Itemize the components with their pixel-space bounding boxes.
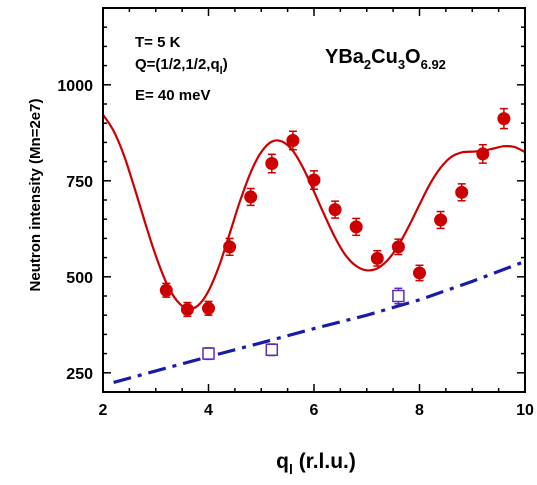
formula-part: 2 — [364, 57, 371, 72]
formula-part: Cu — [371, 46, 398, 68]
data-point — [455, 183, 469, 202]
annotation-temperature: T= 5 K — [135, 34, 181, 51]
filled-circle-marker — [370, 251, 384, 265]
y-tick-label: 750 — [66, 174, 93, 191]
filled-circle-marker — [307, 173, 321, 187]
background-point — [202, 347, 215, 361]
formula-part: O — [405, 46, 421, 68]
filled-circle-marker — [328, 203, 342, 217]
data-point — [223, 237, 237, 257]
y-tick-label: 1000 — [57, 78, 93, 95]
data-point — [328, 200, 342, 219]
plot-frame — [102, 7, 526, 393]
x-axis-label: ql (r.l.u.) — [276, 450, 356, 477]
filled-circle-marker — [455, 185, 469, 199]
data-point — [370, 249, 384, 267]
open-square-marker — [392, 289, 405, 303]
fit-curve — [102, 114, 526, 311]
filled-circle-marker — [349, 220, 363, 234]
data-point — [202, 300, 215, 316]
filled-circle-marker — [497, 112, 511, 126]
formula-part: 3 — [398, 57, 405, 72]
filled-circle-marker — [413, 266, 426, 280]
y-tick-label: 500 — [66, 270, 93, 287]
annotation-q: Q=(1/2,1/2,ql) — [135, 56, 228, 77]
formula-part: YBa — [325, 46, 365, 68]
data-points — [159, 107, 511, 361]
data-point — [349, 217, 363, 237]
filled-circle-marker — [434, 213, 448, 227]
background-line — [113, 259, 526, 384]
x-tick-label: 8 — [415, 402, 424, 419]
filled-circle-marker — [223, 240, 237, 254]
x-tick-label: 10 — [516, 402, 534, 419]
background-point — [265, 343, 279, 357]
data-point — [476, 143, 490, 164]
annotation-energy: E= 40 meV — [135, 87, 210, 104]
fit-curve-path — [102, 114, 526, 311]
filled-circle-marker — [265, 157, 279, 171]
data-point — [265, 153, 279, 174]
x-tick-label: 6 — [310, 402, 319, 419]
data-point — [307, 170, 321, 190]
filled-circle-marker — [202, 301, 215, 315]
filled-circle-marker — [286, 133, 300, 147]
data-point — [180, 301, 194, 318]
data-point — [434, 210, 448, 230]
data-point — [159, 282, 173, 298]
x-tick-label: 2 — [99, 402, 108, 419]
data-point — [391, 238, 405, 256]
formula-part: 6.92 — [421, 57, 446, 72]
filled-circle-marker — [244, 190, 258, 204]
compound-formula: YBa2Cu3O6.92 — [325, 46, 446, 72]
filled-circle-marker — [159, 283, 173, 297]
filled-circle-marker — [391, 240, 405, 254]
background-point — [392, 287, 405, 305]
data-point — [497, 107, 511, 130]
data-point — [286, 130, 300, 151]
background-line-path — [113, 259, 526, 384]
y-axis-label: Neutron intensity (Mn=2e7) — [27, 99, 44, 292]
tick-labels: 2 4 6 8 10 250 500 750 1000 — [57, 78, 534, 419]
y-tick-label: 250 — [66, 366, 93, 383]
data-point — [244, 187, 258, 207]
filled-circle-marker — [180, 302, 194, 316]
open-square-marker — [202, 347, 215, 360]
data-point — [413, 264, 426, 282]
open-square-marker — [265, 343, 279, 357]
filled-circle-marker — [476, 147, 490, 161]
x-tick-label: 4 — [204, 402, 213, 419]
